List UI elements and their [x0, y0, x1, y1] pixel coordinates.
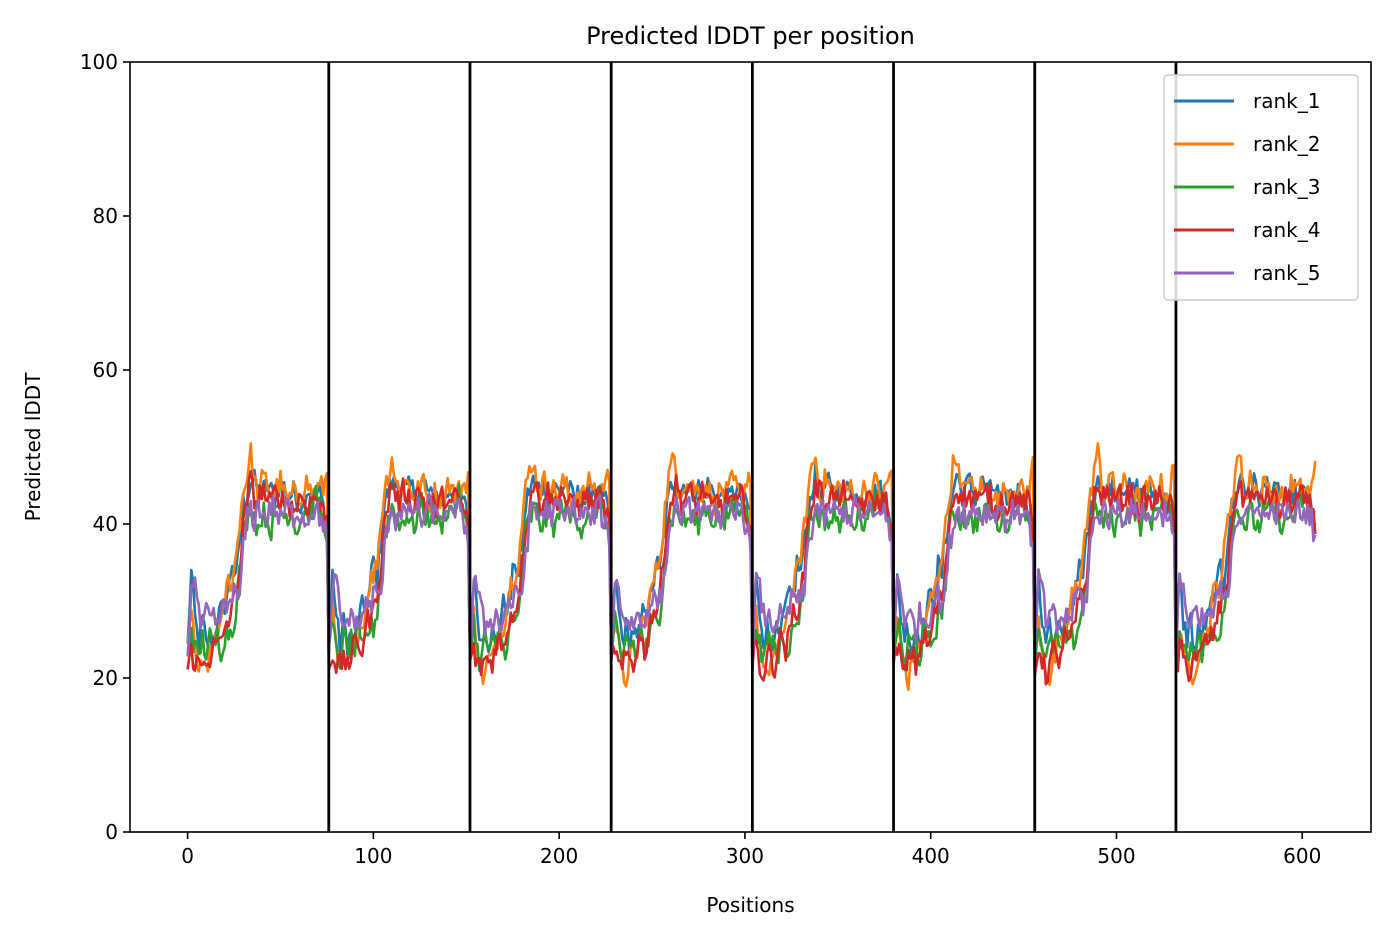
x-tick-label: 400	[912, 844, 950, 868]
legend-label-rank_3: rank_3	[1253, 175, 1320, 199]
legend-label-rank_4: rank_4	[1253, 218, 1320, 242]
x-tick-label: 300	[726, 844, 764, 868]
y-tick-label: 20	[93, 666, 118, 690]
y-axis-label: Predicted lDDT	[21, 372, 45, 522]
x-tick-label: 100	[354, 844, 392, 868]
chain-boundaries	[327, 62, 1178, 832]
x-tick-label: 500	[1097, 844, 1135, 868]
plot-frame	[129, 61, 1372, 833]
x-axis-ticks: 0 100 200 300 400 500 600	[181, 832, 1321, 868]
legend-label-rank_1: rank_1	[1253, 89, 1320, 113]
x-tick-label: 0	[181, 844, 194, 868]
x-axis-label: Positions	[706, 893, 794, 917]
x-tick-label: 200	[540, 844, 578, 868]
legend-box	[1163, 74, 1359, 301]
legend: rank_1 rank_2 rank_3 rank_4 rank_5	[1163, 74, 1359, 301]
legend-label-rank_2: rank_2	[1253, 132, 1320, 156]
y-tick-label: 80	[93, 204, 118, 228]
y-tick-label: 100	[80, 50, 118, 74]
y-tick-label: 60	[93, 358, 118, 382]
y-tick-label: 40	[93, 512, 118, 536]
legend-label-rank_5: rank_5	[1253, 261, 1320, 285]
x-tick-label: 600	[1283, 844, 1321, 868]
y-tick-label: 0	[105, 820, 118, 844]
y-axis-ticks: 0 20 40 60 80 100	[80, 50, 130, 844]
chart-title: Predicted lDDT per position	[586, 22, 915, 50]
